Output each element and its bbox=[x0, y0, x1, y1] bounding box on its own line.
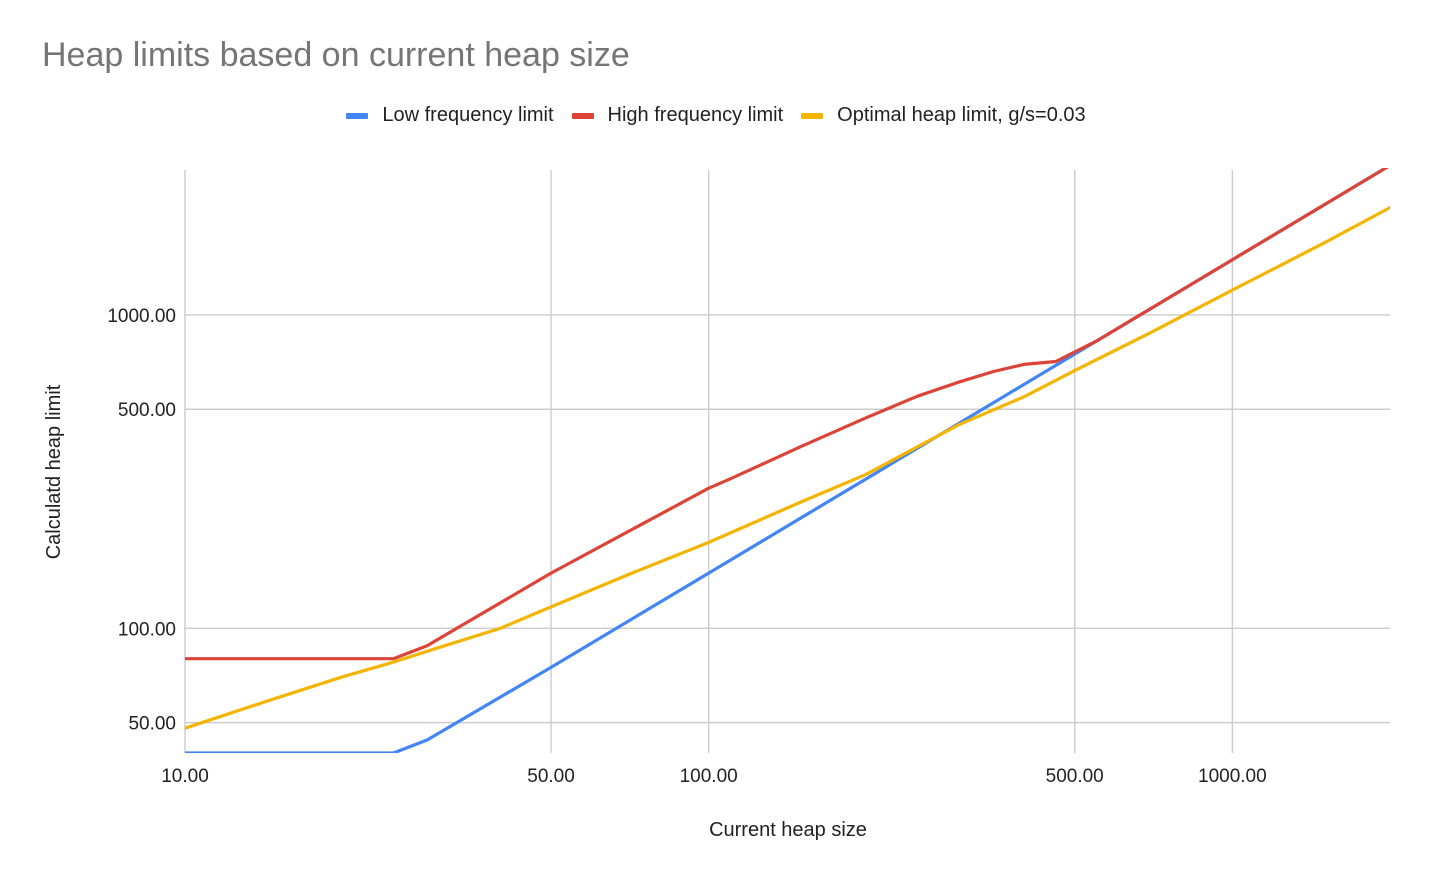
x-tick-label: 50.00 bbox=[527, 766, 575, 787]
legend-item-optimal[interactable]: Optimal heap limit, g/s=0.03 bbox=[801, 104, 1086, 127]
series-line-optimal-heap-limit-g-s-0-03 bbox=[185, 206, 1390, 730]
y-tick-label: 1000.00 bbox=[107, 306, 176, 327]
y-tick-label: 50.00 bbox=[128, 714, 176, 735]
y-tick-label: 100.00 bbox=[118, 619, 176, 640]
x-tick-label: 1000.00 bbox=[1198, 766, 1267, 787]
legend-label-high-frequency: High frequency limit bbox=[607, 104, 784, 126]
x-axis-title: Current heap size bbox=[709, 819, 867, 841]
series-lines bbox=[185, 168, 1390, 753]
series-line-low-frequency-limit bbox=[185, 168, 1389, 753]
legend-label-low-frequency: Low frequency limit bbox=[382, 104, 554, 126]
legend-swatch-optimal bbox=[801, 112, 824, 119]
y-tick-label: 500.00 bbox=[118, 400, 176, 421]
x-tick-label: 500.00 bbox=[1046, 766, 1104, 787]
grid bbox=[184, 170, 1390, 753]
legend-swatch-low-frequency bbox=[346, 112, 369, 119]
legend-label-optimal: Optimal heap limit, g/s=0.03 bbox=[837, 104, 1086, 126]
tick-labels: 10.00 50.00 100.00 500.00 1000.00 50.00 100.00… bbox=[107, 306, 1266, 787]
legend: Low frequency limit High frequency limit… bbox=[0, 104, 1432, 127]
x-tick-label: 10.00 bbox=[161, 766, 209, 787]
legend-swatch-high-frequency bbox=[571, 112, 594, 119]
y-axis-title: Calculatd heap limit bbox=[43, 384, 65, 559]
chart-title: Heap limits based on current heap size bbox=[42, 36, 630, 74]
legend-item-low-frequency[interactable]: Low frequency limit bbox=[346, 104, 554, 127]
series-line-high-frequency-limit bbox=[185, 168, 1389, 661]
x-tick-label: 100.00 bbox=[680, 766, 738, 787]
legend-item-high-frequency[interactable]: High frequency limit bbox=[571, 104, 784, 127]
